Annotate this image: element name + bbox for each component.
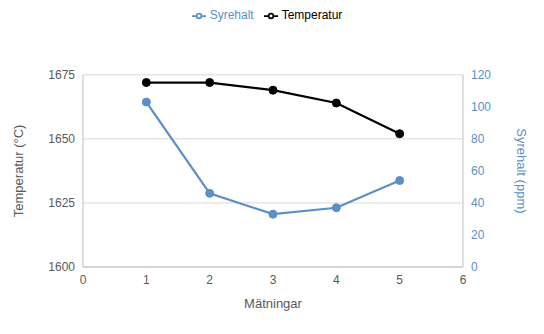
svg-text:3: 3 xyxy=(270,273,277,287)
svg-text:1: 1 xyxy=(143,273,150,287)
svg-text:0: 0 xyxy=(80,273,87,287)
svg-text:4: 4 xyxy=(333,273,340,287)
svg-text:80: 80 xyxy=(471,132,485,146)
svg-text:Temperatur (°C): Temperatur (°C) xyxy=(11,125,26,218)
svg-text:Mätningar: Mätningar xyxy=(244,296,302,311)
svg-text:0: 0 xyxy=(471,260,478,274)
svg-text:1650: 1650 xyxy=(48,132,75,146)
svg-text:1675: 1675 xyxy=(48,68,75,82)
svg-text:100: 100 xyxy=(471,100,491,114)
svg-text:2: 2 xyxy=(206,273,213,287)
svg-text:120: 120 xyxy=(471,68,491,82)
svg-text:1600: 1600 xyxy=(48,260,75,274)
svg-text:60: 60 xyxy=(471,164,485,178)
svg-text:Syrehalt (ppm): Syrehalt (ppm) xyxy=(514,128,529,213)
html-text:Syrehalt: Syrehalt xyxy=(209,8,254,22)
svg-text:40: 40 xyxy=(471,196,485,210)
html-text:Temperatur: Temperatur xyxy=(281,8,343,22)
svg-text:1625: 1625 xyxy=(48,196,75,210)
svg-text:6: 6 xyxy=(460,273,467,287)
svg-text:5: 5 xyxy=(396,273,403,287)
svg-text:20: 20 xyxy=(471,228,485,242)
